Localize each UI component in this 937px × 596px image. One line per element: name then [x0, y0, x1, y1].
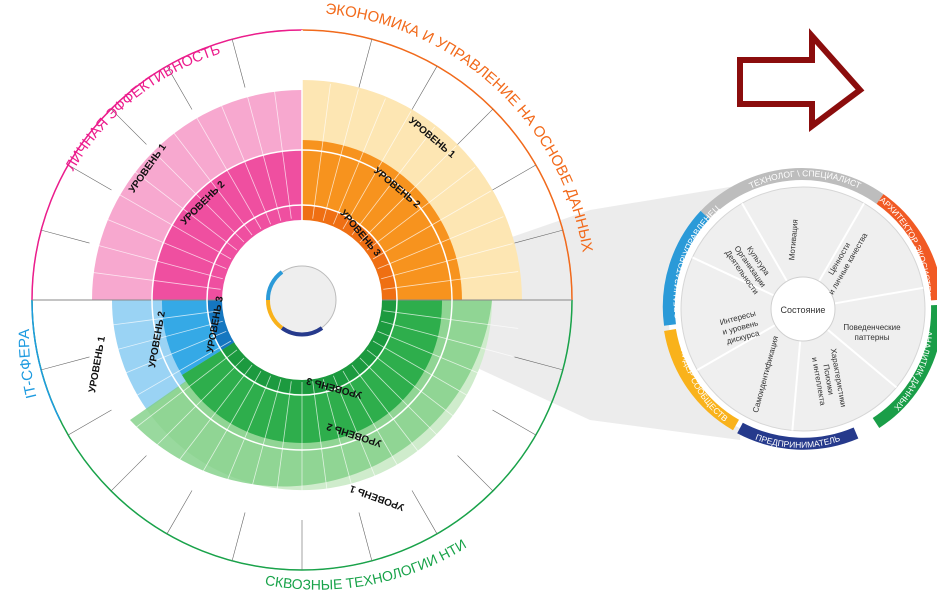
detail-center-label: Состояние [781, 305, 826, 315]
frame-arc-it [31, 299, 61, 421]
outer-radial-line [358, 39, 373, 88]
outer-radial-line [231, 512, 246, 561]
detail-spoke [741, 202, 788, 282]
hub-arc-yellow [265, 299, 284, 330]
level-boundary-150 [151, 149, 453, 451]
detail-spoke [791, 340, 802, 431]
detail-rim-entrepreneur [737, 422, 859, 450]
outer-radial-line [457, 108, 494, 145]
outer-radial-line [492, 409, 536, 436]
detail-spoke [834, 286, 924, 305]
level-boundary-95 [206, 204, 398, 396]
it-level1-label: УРОВЕНЬ 1 [87, 335, 108, 394]
detail-rim-leader [664, 328, 740, 431]
detail-rim-organizer [662, 210, 710, 326]
outer-radial-line [231, 39, 246, 88]
detail-rim-technologist [700, 168, 884, 220]
detail-center [770, 276, 836, 342]
right-arrow-icon [737, 28, 865, 132]
detail-spoke [696, 324, 776, 371]
detail-spokes [692, 202, 924, 431]
outer-radial-line [41, 229, 90, 244]
outer-radial-line [166, 490, 193, 534]
outer-radial-line [41, 356, 90, 371]
outer-radial-line [68, 164, 112, 191]
detail-rim-architect [876, 194, 937, 301]
hub-arc-blue [265, 270, 284, 301]
hub-arc-navy [280, 326, 324, 337]
segment-patterns-line2: паттерны [855, 333, 890, 342]
outer-radial-line [514, 356, 563, 371]
it-title: IT-СФЕРА [16, 329, 40, 400]
outer-radial-line [68, 409, 112, 436]
nti-title: СКВОЗНЫЕ ТЕХНОЛОГИИ НТИ [264, 536, 469, 591]
outer-radial-line [411, 66, 438, 110]
detail-spoke [826, 328, 898, 389]
nti-level1-label: УРОВЕНЬ 1 [348, 482, 406, 512]
segment-motivation: Мотивация [787, 219, 800, 261]
segment-patterns: Поведенческие паттерны [843, 323, 901, 342]
outer-radial-line [457, 455, 494, 492]
detail-spoke [818, 202, 865, 282]
outer-radial-line [358, 512, 373, 561]
callout-band [330, 182, 760, 440]
detail-wheel: Состояние ТЕХНОЛОГ \ СПЕЦИАЛИСТ АРХИТЕКТ… [662, 168, 937, 450]
outer-radial-line [110, 455, 147, 492]
outer-radial-line [110, 108, 147, 145]
outer-radial-line [492, 164, 536, 191]
outer-radial-line [514, 229, 563, 244]
segment-patterns-line1: Поведенческие [843, 323, 901, 332]
detail-spoke [692, 256, 775, 297]
outer-radial-line [411, 490, 438, 534]
outer-radial-line [166, 66, 193, 110]
